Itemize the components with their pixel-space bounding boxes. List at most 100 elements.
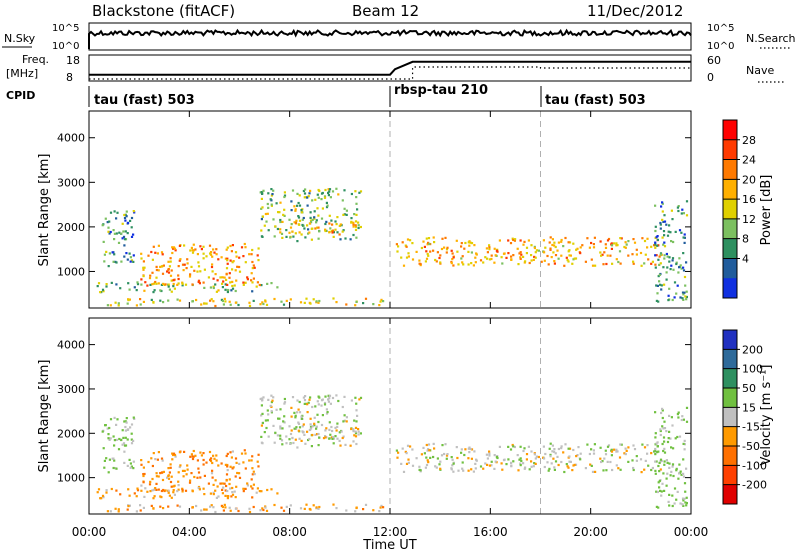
scatter-cell-3-156 xyxy=(308,398,311,401)
scatter-cell-3-57 xyxy=(297,421,300,424)
scatter-cell-7-13 xyxy=(662,472,665,475)
vel-cbar-swatch-5 xyxy=(723,426,737,447)
scatter-cell-2-139 xyxy=(177,480,180,483)
scatter-cell-3-71 xyxy=(357,224,360,227)
scatter-cell-7-79 xyxy=(656,284,659,287)
power-cbar-swatch-1 xyxy=(723,139,737,161)
scatter-cell-2-59 xyxy=(161,478,165,482)
scatter-cell-5-48 xyxy=(113,416,116,419)
scatter-cell-5-23 xyxy=(123,444,127,447)
scatter-cell-3-133 xyxy=(341,199,344,202)
scatter-cell-6-26 xyxy=(519,256,522,259)
scatter-cell-1-6 xyxy=(152,488,156,491)
scatter-cell-3-15 xyxy=(294,414,297,417)
scatter-cell-3-177 xyxy=(291,396,295,399)
scatter-cell-2-105 xyxy=(162,282,165,285)
scatter-cell-2-110 xyxy=(202,452,205,455)
scatter-cell-2-33 xyxy=(196,459,199,462)
scatter-cell-2-113 xyxy=(169,466,172,469)
scatter-cell-2-40 xyxy=(190,453,193,456)
scatter-cell-7-105 xyxy=(680,212,683,215)
scatter-cell-0-70 xyxy=(117,302,120,305)
scatter-cell-7-14 xyxy=(661,202,664,205)
scatter-cell-1-34 xyxy=(135,495,138,498)
scatter-cell-2-79 xyxy=(217,258,220,261)
scatter-cell-6-133 xyxy=(601,460,604,463)
scatter-cell-1-52 xyxy=(168,494,171,497)
scatter-cell-3-61 xyxy=(303,399,307,402)
scatter-cell-6-232 xyxy=(490,460,493,463)
scatter-cell-3-164 xyxy=(317,420,320,424)
scatter-cell-7-11 xyxy=(663,245,667,248)
scatter-cell-6-219 xyxy=(606,239,610,242)
scatter-cell-6-268 xyxy=(411,242,414,245)
scatter-cell-2-74 xyxy=(194,454,197,457)
scatter-cell-3-107 xyxy=(334,228,337,231)
scatter-cell-6-242 xyxy=(605,262,608,266)
scatter-cell-4-10 xyxy=(335,429,338,432)
scatter-cell-7-20 xyxy=(662,449,665,453)
scatter-cell-6-205 xyxy=(569,460,572,463)
scatter-cell-2-164 xyxy=(258,490,261,493)
scatter-cell-3-174 xyxy=(277,211,280,214)
scatter-cell-7-0 xyxy=(685,295,688,299)
scatter-cell-5-43 xyxy=(132,416,135,419)
scatter-cell-1-39 xyxy=(203,493,206,496)
scatter-cell-2-148 xyxy=(167,474,170,478)
scatter-cell-3-39 xyxy=(328,421,331,424)
scatter-cell-7-49 xyxy=(676,284,679,287)
scatter-cell-6-265 xyxy=(530,259,533,262)
scatter-cell-3-76 xyxy=(335,394,338,397)
scatter-cell-3-120 xyxy=(298,219,302,222)
scatter-cell-3-99 xyxy=(316,413,319,416)
scatter-cell-2-164 xyxy=(258,283,261,287)
scatter-cell-0-14 xyxy=(248,301,251,304)
scatter-cell-4-4 xyxy=(341,230,344,233)
scatter-cell-6-226 xyxy=(590,464,593,467)
scatter-cell-6-95 xyxy=(475,252,478,255)
scatter-cell-1-17 xyxy=(172,285,175,288)
power-cbar-swatch-5 xyxy=(723,218,737,240)
scatter-cell-6-94 xyxy=(470,468,473,471)
scatter-cell-3-3 xyxy=(279,220,282,224)
scatter-cell-6-99 xyxy=(461,261,464,264)
scatter-cell-6-44 xyxy=(513,239,516,242)
scatter-cell-3-33 xyxy=(309,189,312,192)
scatter-cell-6-90 xyxy=(551,444,554,447)
scatter-cell-0-0 xyxy=(176,504,179,507)
scatter-cell-2-120 xyxy=(151,477,154,481)
scatter-cell-3-166 xyxy=(273,235,276,238)
vel-cbar-tick-label-1: 100 xyxy=(742,363,763,376)
scatter-cell-6-151 xyxy=(452,470,455,473)
power-cbar-swatch-3 xyxy=(723,179,737,200)
scatter-cell-3-179 xyxy=(304,395,307,398)
scatter-cell-3-153 xyxy=(338,224,341,227)
scatter-cell-6-87 xyxy=(551,238,554,241)
scatter-cell-7-98 xyxy=(667,437,670,440)
scatter-cell-6-18 xyxy=(482,261,485,264)
scatter-cell-6-15 xyxy=(402,264,406,267)
scatter-cell-7-104 xyxy=(661,236,664,239)
scatter-cell-6-225 xyxy=(518,252,521,255)
scatter-cell-4-4 xyxy=(298,437,301,440)
scatter-cell-2-1 xyxy=(160,457,164,460)
scatter-cell-7-39 xyxy=(654,460,657,463)
scatter-cell-6-37 xyxy=(647,464,650,467)
scatter-cell-6-7 xyxy=(467,457,470,460)
scatter-cell-3-158 xyxy=(332,235,335,238)
scatter-cell-3-135 xyxy=(263,431,266,434)
scatter-cell-3-146 xyxy=(261,215,264,218)
scatter-cell-6-193 xyxy=(560,240,563,243)
ytick-label-3000: 3000 xyxy=(57,383,85,396)
scatter-cell-2-111 xyxy=(181,282,184,285)
nave-tick-top: 60 xyxy=(707,54,721,67)
scatter-cell-2-81 xyxy=(221,482,224,485)
scatter-cell-1-0 xyxy=(217,495,220,498)
scatter-cell-2-148 xyxy=(167,268,170,271)
ytick-label-2000: 2000 xyxy=(57,427,85,440)
scatter-cell-7-75 xyxy=(655,442,658,445)
power-cbar-swatch-2 xyxy=(723,159,737,180)
scatter-cell-6-263 xyxy=(610,450,614,453)
scatter-cell-7-40 xyxy=(681,415,684,418)
scatter-cell-7-28 xyxy=(668,462,671,465)
